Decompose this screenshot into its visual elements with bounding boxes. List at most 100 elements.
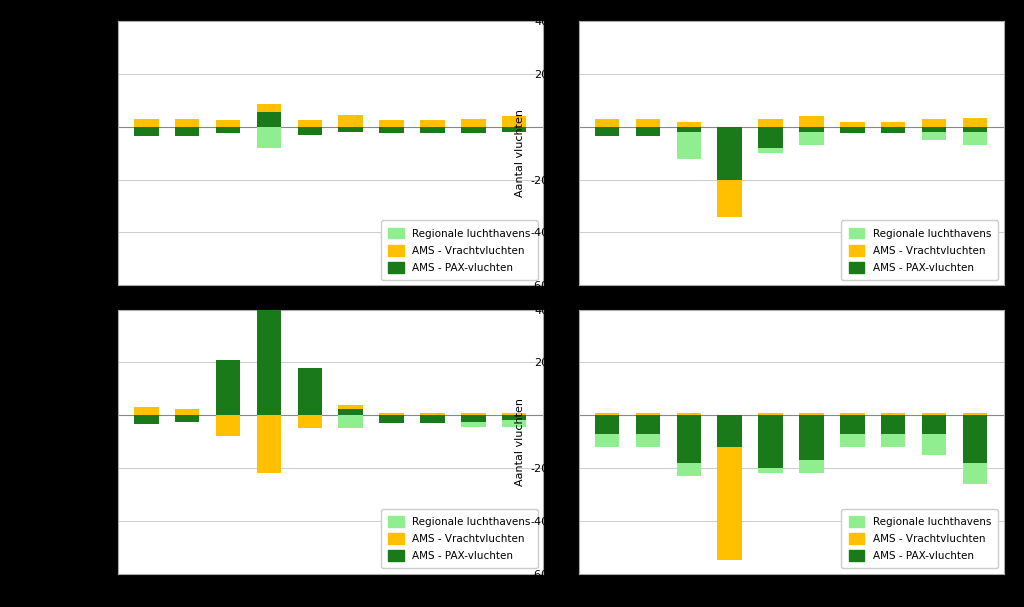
Bar — [636, 433, 660, 447]
Bar — [840, 413, 864, 415]
Bar — [840, 433, 864, 447]
Bar — [922, 415, 946, 433]
Y-axis label: Aantal vluchten: Aantal vluchten — [515, 398, 525, 486]
Bar — [298, 127, 323, 135]
Bar — [881, 127, 905, 134]
Bar — [379, 127, 403, 134]
Bar — [338, 405, 362, 409]
Bar — [257, 112, 282, 127]
Bar — [799, 460, 823, 473]
Bar — [840, 121, 864, 127]
Bar — [257, 127, 282, 148]
Bar — [461, 119, 485, 127]
Bar — [134, 407, 159, 415]
Bar — [922, 413, 946, 415]
Bar — [840, 415, 864, 433]
Bar — [502, 413, 526, 415]
Bar — [502, 127, 526, 132]
Bar — [461, 422, 485, 427]
Bar — [922, 132, 946, 140]
Bar — [677, 463, 701, 476]
Bar — [338, 115, 362, 127]
Bar — [216, 360, 241, 415]
Bar — [175, 119, 200, 127]
Bar — [175, 415, 200, 422]
Bar — [922, 433, 946, 455]
Bar — [799, 413, 823, 415]
Bar — [134, 119, 159, 127]
Bar — [420, 127, 444, 134]
Bar — [759, 127, 783, 148]
Bar — [881, 415, 905, 433]
Bar — [963, 463, 987, 484]
Bar — [636, 415, 660, 433]
Bar — [840, 127, 864, 134]
Legend: Regionale luchthavens, AMS - Vrachtvluchten, AMS - PAX-vluchten: Regionale luchthavens, AMS - Vrachtvluch… — [842, 220, 998, 280]
Bar — [298, 415, 323, 429]
Bar — [595, 127, 620, 136]
Legend: Regionale luchthavens, AMS - Vrachtvluchten, AMS - PAX-vluchten: Regionale luchthavens, AMS - Vrachtvluch… — [842, 509, 998, 568]
Bar — [134, 415, 159, 424]
Bar — [636, 127, 660, 136]
Bar — [718, 180, 742, 217]
Bar — [595, 119, 620, 127]
Bar — [134, 127, 159, 136]
Bar — [963, 132, 987, 145]
Bar — [216, 120, 241, 127]
Bar — [338, 415, 362, 429]
Bar — [595, 415, 620, 433]
Bar — [759, 413, 783, 415]
Bar — [502, 421, 526, 427]
Bar — [881, 413, 905, 415]
Bar — [677, 415, 701, 463]
Bar — [677, 127, 701, 132]
Y-axis label: Aantal vluchten: Aantal vluchten — [515, 109, 525, 197]
Bar — [799, 127, 823, 132]
Bar — [922, 119, 946, 127]
Bar — [759, 415, 783, 468]
Bar — [677, 121, 701, 127]
Bar — [175, 409, 200, 415]
Bar — [420, 413, 444, 415]
Y-axis label: Aantal vluchten: Aantal vluchten — [54, 109, 65, 197]
Y-axis label: Aantal vluchten: Aantal vluchten — [54, 398, 65, 486]
Bar — [922, 127, 946, 132]
Bar — [759, 468, 783, 473]
Bar — [175, 127, 200, 136]
Bar — [595, 413, 620, 415]
Bar — [881, 121, 905, 127]
Bar — [420, 415, 444, 423]
Bar — [677, 413, 701, 415]
Bar — [338, 409, 362, 415]
Bar — [216, 415, 241, 436]
Bar — [420, 120, 444, 127]
Bar — [379, 415, 403, 423]
Bar — [759, 119, 783, 127]
Bar — [298, 120, 323, 127]
Bar — [338, 127, 362, 132]
Bar — [461, 127, 485, 134]
Bar — [799, 117, 823, 127]
Bar — [963, 415, 987, 463]
Bar — [379, 413, 403, 415]
Bar — [298, 368, 323, 415]
Bar — [636, 119, 660, 127]
Bar — [963, 118, 987, 127]
Bar — [759, 148, 783, 153]
Bar — [461, 415, 485, 422]
Bar — [257, 104, 282, 112]
Bar — [461, 413, 485, 415]
Bar — [963, 413, 987, 415]
Bar — [636, 413, 660, 415]
Bar — [257, 415, 282, 473]
Bar — [257, 273, 282, 415]
Bar — [799, 132, 823, 145]
Bar — [379, 120, 403, 127]
Bar — [963, 127, 987, 132]
Bar — [502, 117, 526, 127]
Bar — [799, 415, 823, 460]
Bar — [718, 127, 742, 180]
Bar — [216, 127, 241, 134]
Bar — [718, 447, 742, 560]
Bar — [718, 415, 742, 447]
